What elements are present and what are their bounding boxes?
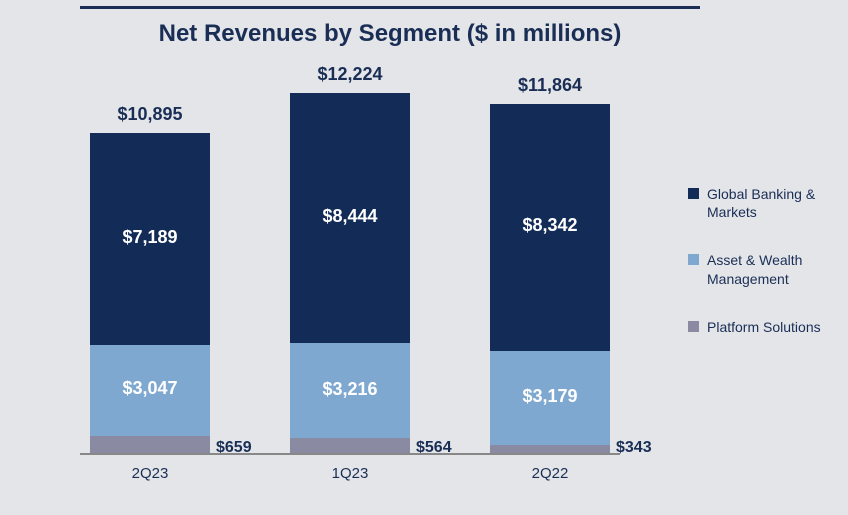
category-label: 2Q23 [90,465,210,482]
legend-swatch [688,188,699,199]
chart-plot-area: $659$3,047$7,189$10,895$564$3,216$8,444$… [80,85,620,455]
legend-item: Platform Solutions [688,318,828,336]
seg-label-asset: $3,179 [490,386,610,407]
legend-label: Platform Solutions [707,318,821,336]
legend-label: Asset & Wealth Management [707,251,828,287]
total-label: $10,895 [90,104,210,125]
total-label: $11,864 [490,75,610,96]
side-label-platform: $343 [616,439,652,457]
legend-item: Global Banking & Markets [688,185,828,221]
seg-label-banking: $8,444 [290,206,410,227]
legend: Global Banking & Markets Asset & Wealth M… [688,185,828,366]
top-rule [80,6,700,9]
seg-label-banking: $7,189 [90,227,210,248]
legend-item: Asset & Wealth Management [688,251,828,287]
legend-label: Global Banking & Markets [707,185,828,221]
legend-swatch [688,321,699,332]
total-label: $12,224 [290,64,410,85]
x-axis-baseline [80,453,620,455]
legend-swatch [688,254,699,265]
category-label: 2Q22 [490,465,610,482]
category-label: 1Q23 [290,465,410,482]
seg-label-asset: $3,216 [290,379,410,400]
seg-label-asset: $3,047 [90,378,210,399]
chart-title: Net Revenues by Segment ($ in millions) [0,20,780,48]
seg-label-banking: $8,342 [490,215,610,236]
